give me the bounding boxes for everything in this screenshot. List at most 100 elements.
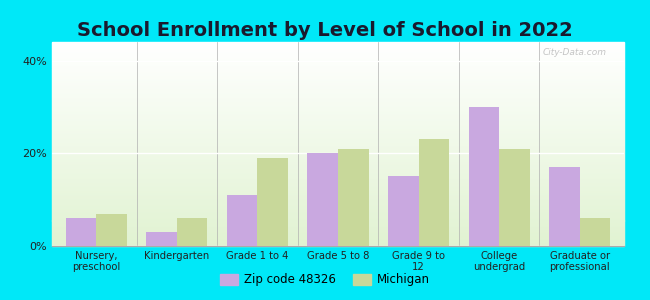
Bar	[52, 65, 624, 67]
Bar	[549, 167, 580, 246]
Bar	[52, 75, 624, 76]
Bar	[52, 199, 624, 200]
Bar	[52, 192, 624, 193]
Bar	[52, 63, 624, 64]
Bar	[52, 146, 624, 147]
Bar	[52, 51, 624, 52]
Bar	[52, 64, 624, 65]
Bar	[52, 134, 624, 135]
Bar	[52, 76, 624, 77]
Bar	[52, 202, 624, 203]
Bar	[52, 240, 624, 241]
Bar	[52, 100, 624, 101]
Bar	[52, 203, 624, 204]
Bar	[227, 195, 257, 246]
Bar	[52, 118, 624, 119]
Bar	[52, 54, 624, 55]
Bar	[388, 176, 419, 246]
Bar	[52, 59, 624, 60]
Bar	[52, 186, 624, 187]
Bar	[52, 151, 624, 152]
Bar	[52, 223, 624, 224]
Bar	[52, 204, 624, 205]
Bar	[52, 239, 624, 240]
Bar	[52, 98, 624, 99]
Bar	[52, 231, 624, 232]
Bar	[52, 232, 624, 233]
Bar	[52, 178, 624, 179]
Bar	[52, 91, 624, 92]
Bar	[52, 174, 624, 175]
Bar	[52, 165, 624, 166]
Bar	[52, 195, 624, 196]
Bar	[52, 83, 624, 84]
Bar	[469, 107, 499, 246]
Bar	[52, 108, 624, 109]
Bar	[52, 235, 624, 236]
Bar	[52, 124, 624, 126]
Bar	[52, 237, 624, 238]
Bar	[52, 209, 624, 210]
Bar	[52, 143, 624, 144]
Bar	[52, 208, 624, 209]
Bar	[52, 234, 624, 235]
Bar	[52, 175, 624, 176]
Bar	[52, 185, 624, 186]
Bar	[52, 191, 624, 192]
Bar	[52, 129, 624, 130]
Bar	[52, 241, 624, 242]
Bar	[52, 149, 624, 150]
Bar	[52, 170, 624, 172]
Bar	[52, 61, 624, 62]
Legend: Zip code 48326, Michigan: Zip code 48326, Michigan	[215, 269, 435, 291]
Bar	[52, 123, 624, 124]
Bar	[52, 90, 624, 91]
Bar	[52, 122, 624, 123]
Bar	[52, 160, 624, 161]
Bar	[52, 137, 624, 138]
Bar	[52, 43, 624, 44]
Bar	[52, 218, 624, 220]
Bar	[307, 153, 338, 246]
Bar	[52, 138, 624, 139]
Bar	[52, 172, 624, 174]
Bar	[52, 176, 624, 177]
Bar	[580, 218, 610, 246]
Bar	[52, 62, 624, 63]
Bar	[52, 78, 624, 79]
Bar	[52, 57, 624, 58]
Bar	[52, 86, 624, 87]
Bar	[52, 245, 624, 246]
Bar	[52, 187, 624, 188]
Bar	[66, 218, 96, 246]
Bar	[52, 132, 624, 133]
Bar	[52, 99, 624, 100]
Bar	[52, 50, 624, 51]
Bar	[52, 58, 624, 59]
Bar	[52, 135, 624, 136]
Bar	[52, 45, 624, 46]
Bar	[52, 89, 624, 90]
Bar	[52, 70, 624, 72]
Bar	[52, 167, 624, 169]
Bar	[52, 92, 624, 93]
Bar	[52, 119, 624, 121]
Bar	[52, 47, 624, 48]
Bar	[52, 184, 624, 185]
Bar	[52, 101, 624, 102]
Bar	[52, 169, 624, 170]
Bar	[52, 42, 624, 43]
Bar	[52, 177, 624, 178]
Bar	[52, 238, 624, 239]
Bar	[52, 229, 624, 230]
Bar	[52, 210, 624, 211]
Bar	[52, 68, 624, 70]
Bar	[52, 96, 624, 97]
Bar	[52, 60, 624, 62]
Bar	[52, 201, 624, 202]
Bar	[52, 220, 624, 221]
Bar	[52, 211, 624, 212]
Bar	[52, 55, 624, 56]
Bar	[52, 190, 624, 191]
Bar	[52, 206, 624, 207]
